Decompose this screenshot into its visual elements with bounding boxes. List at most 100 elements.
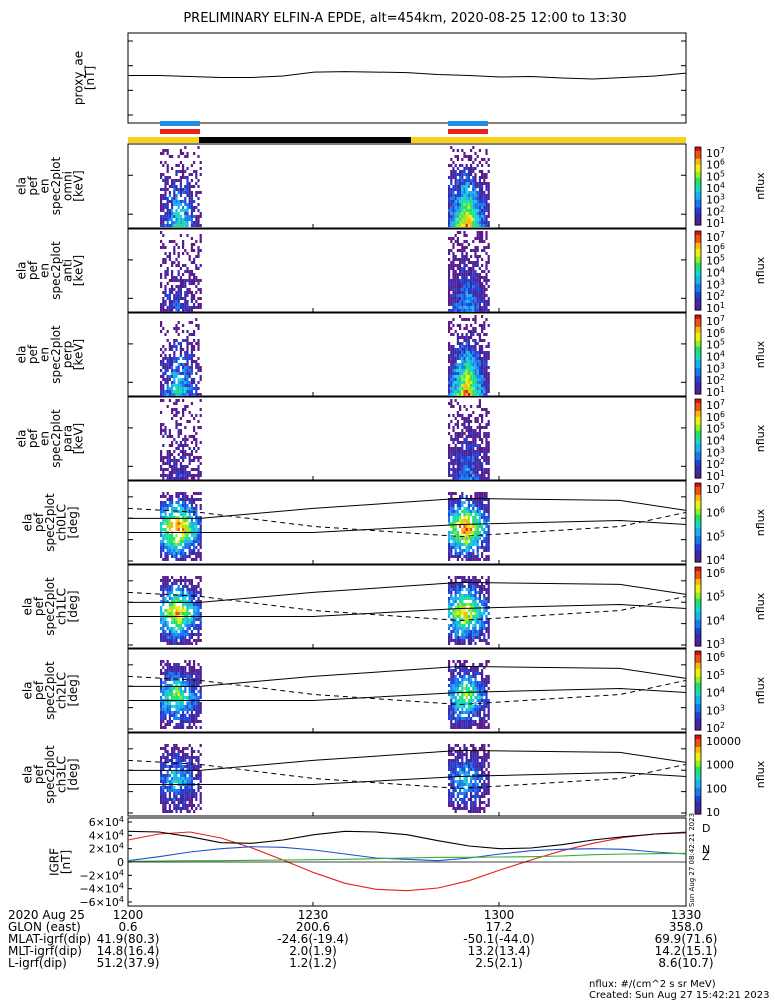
spectrogram-cell	[454, 330, 457, 333]
spectrogram-cell	[467, 477, 470, 480]
spectrogram-cell	[465, 633, 468, 636]
spectrogram-cell	[478, 360, 481, 363]
spectrogram-cell	[467, 300, 470, 303]
spectrogram-cell	[465, 534, 468, 537]
spectrogram-cell	[160, 285, 163, 288]
spectrogram-cell	[463, 687, 466, 690]
spectrogram-cell	[162, 726, 165, 729]
spectrogram-cell	[450, 375, 453, 378]
spectrogram-cell	[463, 282, 466, 285]
spectrogram-cell	[472, 582, 475, 585]
spectrogram-cell	[456, 717, 459, 720]
spectrogram-cell	[452, 261, 455, 264]
spectrogram-cell	[179, 303, 182, 306]
spectrogram-cell	[463, 726, 466, 729]
spectrogram-cell	[175, 197, 178, 200]
spectrogram-cell	[461, 531, 464, 534]
spectrogram-cell	[171, 711, 174, 714]
spectrogram-cell	[166, 255, 169, 258]
spectrogram-cell	[467, 444, 470, 447]
spectrogram-cell	[188, 540, 191, 543]
spectrogram-cell	[470, 354, 473, 357]
spectrogram-cell	[193, 693, 196, 696]
spectrogram-cell	[487, 681, 490, 684]
spectrogram-cell	[467, 375, 470, 378]
spectrogram-cell	[470, 795, 473, 798]
spectrogram-cell	[478, 170, 481, 173]
spectrogram-cell	[162, 243, 165, 246]
spectrogram-cell	[487, 630, 490, 633]
spectrogram-cell	[459, 474, 462, 477]
spectrogram-cell	[162, 197, 165, 200]
spectrogram-cell	[485, 273, 488, 276]
spectrogram-cell	[177, 618, 180, 621]
spectrogram-cell	[182, 381, 185, 384]
spectrogram-cell	[450, 333, 453, 336]
spectrogram-cell	[193, 360, 196, 363]
spectrogram-cell	[465, 327, 468, 330]
spectrogram-cell	[171, 390, 174, 393]
spectrogram-cell	[190, 453, 193, 456]
spectrogram-cell	[459, 672, 462, 675]
spectrogram-cell	[186, 696, 189, 699]
spectrogram-cell	[478, 726, 481, 729]
spectrogram-cell	[197, 771, 200, 774]
spectrogram-cell	[193, 549, 196, 552]
spectrogram-cell	[177, 549, 180, 552]
spectrogram-cell	[186, 438, 189, 441]
spectrogram-cell	[459, 170, 462, 173]
spectrogram-cell	[448, 663, 451, 666]
spectrogram-cell	[463, 327, 466, 330]
spectrogram-cell	[164, 696, 167, 699]
spectrogram-cell	[182, 273, 185, 276]
spectrogram-cell	[162, 705, 165, 708]
spectrogram-cell	[487, 366, 490, 369]
spectrogram-cell	[160, 221, 163, 224]
spectrogram-cell	[465, 215, 468, 218]
spectrogram-cell	[182, 798, 185, 801]
spectrogram-cell	[459, 507, 462, 510]
spectrogram-cell	[179, 708, 182, 711]
spectrogram-cell	[166, 456, 169, 459]
spectrogram-cell	[182, 240, 185, 243]
spectrogram-cell	[461, 333, 464, 336]
spectrogram-cell	[190, 348, 193, 351]
spectrogram-cell	[193, 537, 196, 540]
spectrogram-cell	[175, 579, 178, 582]
spectrogram-cell	[454, 615, 457, 618]
spectrogram-cell	[472, 285, 475, 288]
spectrogram-cell	[190, 474, 193, 477]
spectrogram-cell	[483, 381, 486, 384]
spectrogram-cell	[456, 708, 459, 711]
spectrogram-cell	[465, 167, 468, 170]
spectrogram-cell	[452, 681, 455, 684]
spectrogram-cell	[160, 768, 163, 771]
spectrogram-cell	[463, 273, 466, 276]
spectrogram-cell	[173, 300, 176, 303]
spectrogram-cell	[454, 185, 457, 188]
science-zone-blue-2	[448, 121, 488, 126]
spectrogram-cell	[465, 333, 468, 336]
spectrogram-cell	[199, 798, 202, 801]
spectrogram-cell	[470, 203, 473, 206]
spectrogram-cell	[487, 510, 490, 513]
spectrogram-cell	[184, 291, 187, 294]
spectrogram-cell	[454, 366, 457, 369]
spectrogram-cell	[456, 807, 459, 810]
spectrogram-cell	[456, 531, 459, 534]
spectrogram-cell	[459, 221, 462, 224]
spectrogram-cell	[467, 261, 470, 264]
spectrogram-cell	[184, 215, 187, 218]
spectrogram-cell	[470, 525, 473, 528]
spectrogram-cell	[470, 477, 473, 480]
spectrogram-cell	[452, 714, 455, 717]
spectrogram-cell	[485, 282, 488, 285]
spectrogram-cell	[177, 288, 180, 291]
spectrogram-cell	[463, 699, 466, 702]
spectrogram-cell	[175, 771, 178, 774]
spectrogram-cell	[467, 627, 470, 630]
spectrogram-cell	[190, 360, 193, 363]
spectrogram-cell	[160, 246, 163, 249]
spectrogram-cell	[474, 690, 477, 693]
spectrogram-cell	[487, 708, 490, 711]
